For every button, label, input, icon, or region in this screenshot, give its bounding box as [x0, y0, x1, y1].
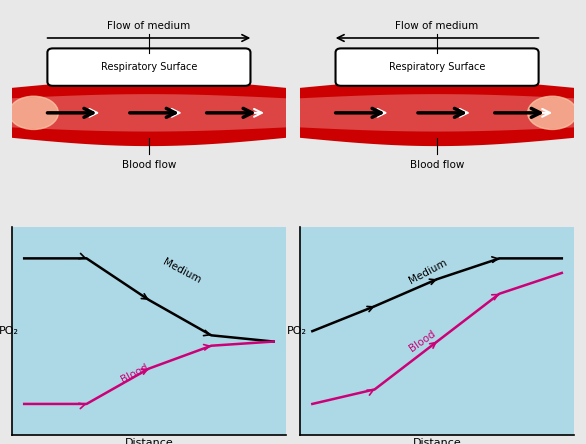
X-axis label: Distance: Distance [413, 438, 461, 444]
Text: Blood flow: Blood flow [122, 160, 176, 170]
Text: Flow of medium: Flow of medium [396, 20, 479, 31]
Text: Medium: Medium [161, 257, 203, 285]
Ellipse shape [9, 96, 59, 130]
Y-axis label: PO₂: PO₂ [0, 326, 19, 336]
Text: Respiratory Surface: Respiratory Surface [389, 62, 485, 72]
Text: Respiratory Surface: Respiratory Surface [101, 62, 197, 72]
Ellipse shape [527, 96, 577, 130]
FancyBboxPatch shape [47, 48, 250, 86]
X-axis label: Distance: Distance [125, 438, 173, 444]
Text: Medium: Medium [407, 257, 448, 285]
Text: Blood: Blood [119, 362, 150, 385]
Text: Blood flow: Blood flow [410, 160, 464, 170]
Polygon shape [12, 79, 286, 146]
Polygon shape [300, 79, 574, 146]
Polygon shape [12, 94, 286, 131]
Polygon shape [300, 94, 574, 131]
FancyBboxPatch shape [336, 48, 539, 86]
Text: Blood: Blood [407, 329, 437, 354]
Y-axis label: PO₂: PO₂ [287, 326, 307, 336]
Text: Flow of medium: Flow of medium [107, 20, 190, 31]
